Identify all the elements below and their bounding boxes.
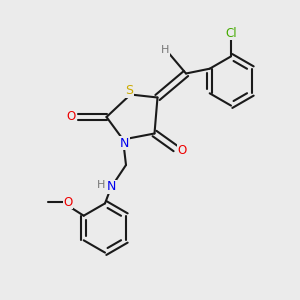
Text: Cl: Cl	[225, 27, 237, 40]
Text: O: O	[67, 110, 76, 124]
Text: N: N	[120, 136, 129, 150]
Text: N: N	[107, 180, 116, 194]
Text: O: O	[178, 143, 187, 157]
Text: H: H	[161, 45, 169, 56]
Text: H: H	[97, 179, 106, 190]
Text: O: O	[63, 196, 72, 209]
Text: S: S	[125, 84, 133, 98]
